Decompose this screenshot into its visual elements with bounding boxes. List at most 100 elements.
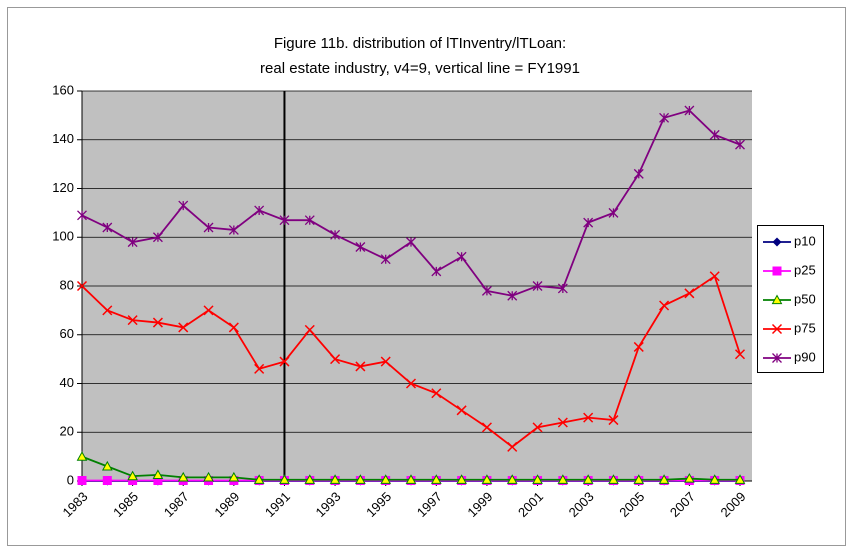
point <box>735 139 745 150</box>
point <box>633 474 645 484</box>
chart-title: Figure 11b. distribution of lTInventry/l… <box>274 35 566 52</box>
point <box>456 474 467 484</box>
point <box>279 215 290 226</box>
point <box>77 476 87 486</box>
point <box>380 474 392 484</box>
point <box>76 451 88 461</box>
point <box>481 285 492 296</box>
point <box>178 322 189 333</box>
point <box>76 280 88 292</box>
point <box>279 474 290 484</box>
point <box>304 474 316 484</box>
point <box>330 354 341 365</box>
point <box>177 471 189 482</box>
point <box>304 215 315 226</box>
point <box>658 474 670 484</box>
point <box>127 237 138 248</box>
point <box>608 207 619 218</box>
point <box>380 356 391 367</box>
point <box>127 470 138 481</box>
point <box>481 422 492 433</box>
point <box>355 474 366 484</box>
y-tick-label: 40 <box>60 375 74 390</box>
point <box>228 322 239 333</box>
point <box>684 473 695 483</box>
legend-box <box>757 225 824 373</box>
chart-title: real estate industry, v4=9, vertical lin… <box>260 60 580 77</box>
point <box>456 251 467 262</box>
point <box>102 305 113 316</box>
point <box>178 200 189 211</box>
legend-marker <box>772 353 782 363</box>
legend-label: p10 <box>794 233 816 248</box>
point <box>684 105 695 116</box>
point <box>608 474 619 484</box>
point <box>532 422 543 433</box>
point <box>228 471 240 482</box>
point <box>406 237 416 248</box>
point <box>253 474 265 484</box>
point <box>507 290 518 301</box>
point <box>456 405 467 416</box>
point <box>430 474 442 484</box>
point <box>583 217 594 228</box>
point <box>102 476 112 486</box>
y-tick-label: 60 <box>60 326 74 341</box>
y-tick-label: 80 <box>60 277 74 292</box>
point <box>330 229 341 240</box>
point <box>254 363 265 374</box>
point <box>153 476 163 486</box>
y-tick-label: 120 <box>52 180 74 195</box>
point <box>507 441 518 452</box>
point <box>152 317 163 328</box>
legend-marker <box>771 294 783 305</box>
point <box>633 341 644 352</box>
legend-label: p50 <box>794 291 816 306</box>
point <box>304 324 315 335</box>
y-tick-label: 20 <box>60 424 74 439</box>
point <box>557 417 568 428</box>
point <box>152 469 164 480</box>
point <box>77 210 87 221</box>
legend-label: p25 <box>794 262 816 277</box>
y-tick-label: 0 <box>67 472 74 487</box>
point <box>128 476 138 486</box>
point <box>583 412 594 423</box>
point <box>405 474 417 484</box>
point <box>608 415 619 426</box>
point <box>102 222 113 233</box>
point <box>659 112 670 123</box>
point <box>254 205 265 216</box>
point <box>582 474 594 484</box>
point <box>203 305 214 316</box>
point <box>709 474 721 484</box>
legend-marker <box>772 266 782 276</box>
point <box>203 222 214 233</box>
point <box>481 474 493 484</box>
point <box>127 315 138 326</box>
legend-label: p90 <box>794 349 816 364</box>
point <box>684 288 695 299</box>
point <box>506 474 518 484</box>
point <box>152 232 163 243</box>
point <box>380 254 391 265</box>
y-tick-label: 160 <box>52 82 74 97</box>
point <box>557 283 568 294</box>
point <box>101 460 113 471</box>
point <box>557 474 569 484</box>
point <box>355 361 366 372</box>
y-tick-label: 140 <box>52 131 74 146</box>
point <box>405 378 417 389</box>
point <box>329 474 341 484</box>
point <box>734 474 746 484</box>
point <box>532 281 543 291</box>
point <box>734 349 746 360</box>
legend-marker <box>772 237 782 247</box>
point <box>659 300 670 311</box>
point <box>279 356 290 367</box>
point <box>431 388 442 399</box>
point <box>431 266 442 277</box>
point <box>228 224 239 235</box>
point <box>633 168 644 179</box>
